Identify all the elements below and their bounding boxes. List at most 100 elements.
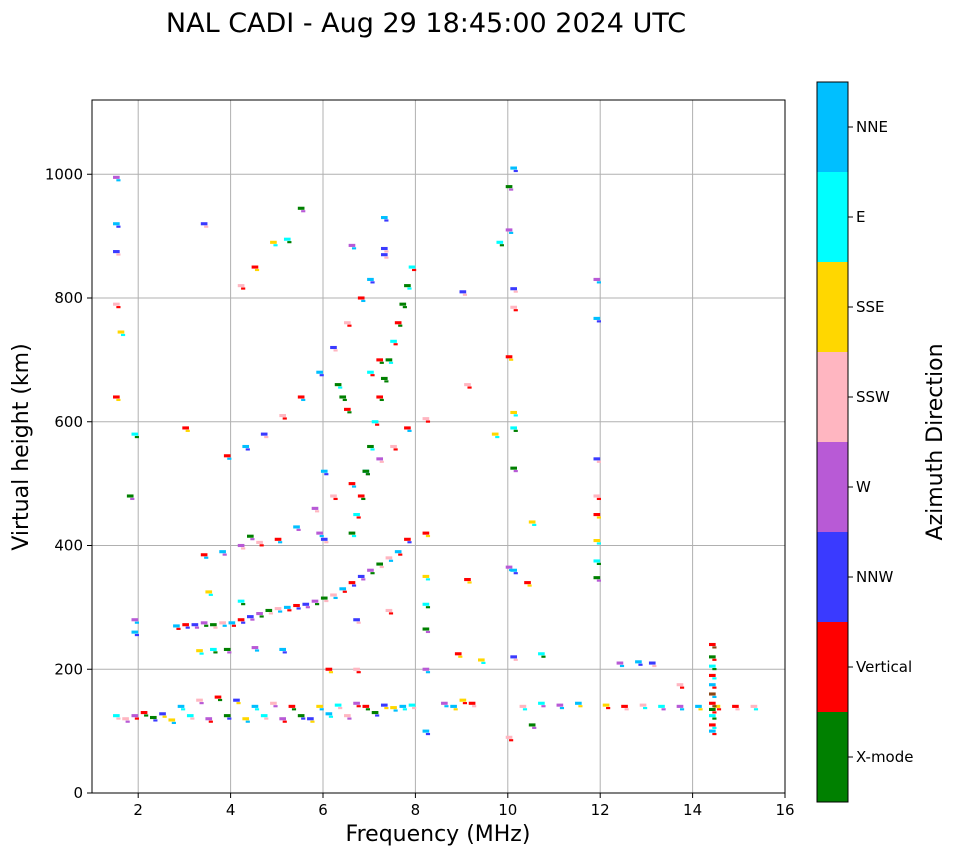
echo-mark	[320, 596, 328, 600]
echo-mark	[227, 457, 232, 460]
x-tick-label: 2	[133, 801, 143, 819]
echo-mark	[301, 398, 306, 402]
echo-mark	[709, 729, 716, 733]
echo-mark	[205, 590, 213, 594]
echo-mark	[116, 225, 121, 228]
echo-mark	[131, 618, 139, 622]
echo-mark	[348, 243, 356, 247]
echo-mark	[204, 225, 209, 228]
echo-mark	[213, 651, 218, 654]
y-axis-ticks: 0 200 400 600 800 1000	[45, 165, 92, 802]
echo-mark	[196, 698, 203, 702]
echo-mark	[361, 578, 366, 581]
echo-mark	[334, 703, 342, 707]
echo-mark	[468, 701, 476, 705]
echo-mark	[117, 330, 125, 334]
colorbar-segment	[817, 442, 848, 532]
echo-mark	[596, 320, 601, 323]
echo-mark	[712, 668, 717, 671]
echo-mark	[325, 712, 333, 716]
echo-mark	[342, 590, 347, 593]
echo-mark	[524, 581, 531, 585]
echo-mark	[270, 701, 277, 705]
echo-mark	[596, 562, 601, 565]
echo-mark	[425, 630, 431, 634]
echo-mark	[398, 324, 403, 327]
echo-mark	[357, 296, 365, 300]
echo-mark	[153, 719, 158, 722]
colorbar-tick-label: NNE	[856, 118, 888, 136]
echo-mark	[287, 609, 292, 612]
echo-mark	[390, 706, 397, 710]
echo-mark	[712, 695, 717, 699]
echo-mark	[254, 649, 260, 652]
echo-mark	[593, 576, 601, 580]
echo-mark	[467, 386, 472, 389]
echo-mark	[596, 281, 601, 284]
echo-mark	[351, 584, 357, 587]
echo-mark	[596, 516, 601, 519]
echo-mark	[404, 426, 411, 430]
echo-mark	[393, 448, 398, 451]
echo-marks	[113, 166, 759, 742]
echo-mark	[453, 708, 458, 711]
echo-mark	[639, 703, 647, 707]
colorbar-segment	[817, 352, 848, 442]
echo-mark	[370, 448, 375, 451]
echo-mark	[375, 714, 380, 717]
echo-mark	[213, 626, 218, 629]
echo-mark	[333, 349, 338, 352]
echo-mark	[652, 664, 657, 668]
echo-mark	[425, 671, 431, 674]
echo-mark	[265, 608, 273, 613]
echo-mark	[316, 531, 323, 535]
echo-mark	[237, 618, 245, 622]
echo-mark	[122, 717, 129, 721]
echo-mark	[367, 277, 374, 281]
y-axis-label: Virtual height (km)	[9, 343, 34, 550]
echo-mark	[307, 717, 314, 721]
grid-lines	[92, 100, 785, 793]
echo-mark	[296, 607, 301, 610]
echo-mark	[367, 370, 374, 374]
echo-mark	[305, 606, 310, 609]
echo-mark	[509, 188, 514, 191]
colorbar-tick-label: Vertical	[856, 658, 912, 676]
echo-mark	[227, 717, 232, 720]
echo-mark	[709, 655, 716, 659]
echo-mark	[223, 454, 231, 458]
echo-mark	[264, 717, 269, 720]
echo-mark	[273, 705, 278, 708]
echo-mark	[679, 686, 685, 689]
echo-mark	[716, 708, 722, 711]
echo-mark	[380, 246, 388, 251]
colorbar-label: Azimuth Direction	[923, 343, 948, 540]
echo-mark	[191, 623, 199, 627]
echo-mark	[333, 497, 338, 501]
echo-mark	[126, 494, 134, 498]
echo-mark	[120, 333, 126, 337]
echo-mark	[134, 621, 139, 624]
echo-mark	[302, 602, 310, 606]
echo-mark	[293, 603, 300, 608]
echo-mark	[712, 717, 717, 720]
echo-mark	[370, 281, 375, 284]
echo-mark	[204, 556, 209, 559]
echo-mark	[593, 494, 601, 498]
echo-mark	[190, 717, 195, 720]
echo-mark	[116, 717, 121, 720]
echo-mark	[388, 612, 394, 615]
echo-mark	[131, 432, 139, 436]
echo-mark	[210, 623, 217, 627]
echo-mark	[228, 621, 236, 625]
echo-mark	[293, 525, 300, 529]
echo-mark	[522, 708, 528, 711]
echo-mark	[251, 704, 259, 708]
echo-mark	[398, 553, 403, 556]
echo-mark	[330, 345, 337, 350]
echo-mark	[339, 587, 347, 591]
echo-mark	[260, 432, 268, 436]
plot-frame	[91, 99, 786, 794]
echo-mark	[199, 702, 204, 705]
x-tick-label: 4	[226, 801, 236, 819]
